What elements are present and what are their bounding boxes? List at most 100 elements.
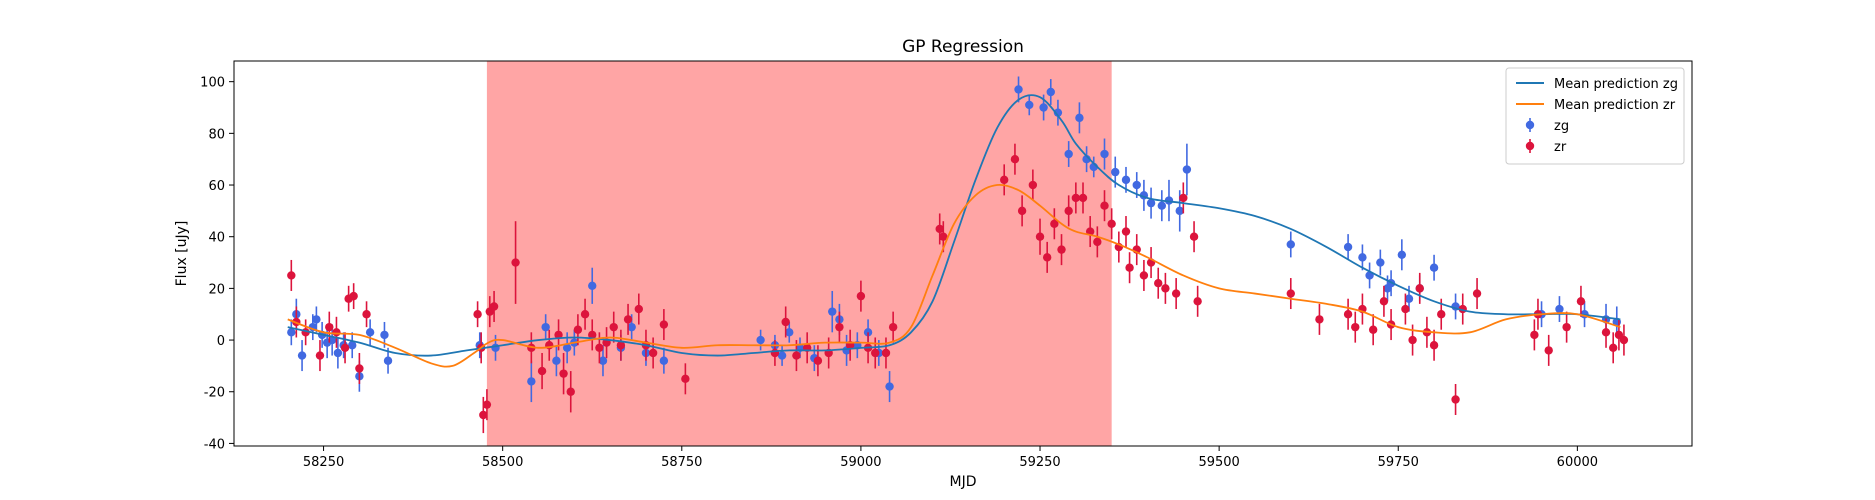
data-point — [348, 341, 357, 350]
data-point — [1053, 108, 1063, 117]
legend-label: zr — [1554, 140, 1567, 155]
legend-label: Mean prediction zg — [1554, 77, 1678, 92]
chart-title: GP Regression — [902, 37, 1024, 57]
data-point — [1154, 279, 1163, 288]
data-point — [1139, 271, 1149, 280]
data-point — [595, 343, 604, 353]
data-point — [340, 343, 350, 353]
data-point — [1075, 113, 1084, 123]
data-point — [777, 351, 787, 360]
data-point — [1343, 310, 1353, 319]
series-line-Mean prediction zr — [287, 183, 1621, 368]
data-point — [1555, 304, 1564, 314]
data-point — [1100, 201, 1109, 210]
data-point — [573, 325, 583, 334]
data-point — [297, 351, 307, 360]
data-point — [828, 307, 837, 316]
data-point — [1368, 325, 1378, 334]
y-axis-label: Flux [uJy] — [174, 221, 190, 287]
data-point — [1014, 85, 1023, 94]
data-point — [1042, 253, 1052, 262]
data-point — [559, 369, 568, 378]
data-point — [1315, 315, 1324, 324]
data-point — [1189, 232, 1199, 241]
data-point — [315, 351, 325, 360]
data-point — [1437, 310, 1446, 319]
data-point — [1530, 330, 1539, 340]
data-point — [287, 328, 296, 337]
data-point — [1125, 263, 1134, 272]
data-point — [1093, 237, 1102, 247]
data-point — [781, 317, 790, 327]
data-point — [871, 348, 880, 358]
data-point — [588, 281, 597, 290]
data-point — [1429, 263, 1439, 272]
data-point — [1164, 196, 1174, 205]
tick-layer: 58250 58500 58750 59000 59250 59500 59750 60000… — [200, 76, 1598, 470]
data-point — [325, 322, 334, 332]
data-point — [1064, 149, 1073, 159]
data-point — [792, 351, 801, 360]
data-point — [1451, 395, 1460, 404]
data-point — [1046, 87, 1055, 97]
data-point — [1017, 206, 1027, 216]
shaded-region — [486, 61, 1112, 446]
data-point — [1614, 330, 1624, 340]
data-point — [473, 310, 482, 319]
data-point — [856, 291, 866, 301]
y-tick-label: 0 — [217, 334, 225, 349]
data-point — [333, 348, 343, 358]
data-point — [1157, 201, 1167, 210]
data-point — [1039, 103, 1048, 112]
data-point — [562, 343, 572, 353]
data-point — [1171, 289, 1181, 298]
x-axis-label: MJD — [950, 474, 977, 490]
data-point — [527, 377, 536, 386]
legend-marker-swatch — [1525, 120, 1535, 130]
data-point — [1415, 284, 1424, 293]
data-point — [580, 310, 590, 319]
data-point — [881, 348, 891, 358]
data-point — [623, 315, 633, 324]
data-point — [1035, 232, 1045, 241]
data-point — [659, 320, 669, 329]
legend-box — [1505, 67, 1685, 165]
plot-area-frame — [233, 60, 1693, 447]
data-point — [616, 341, 626, 350]
series-layer — [287, 76, 1629, 434]
x-tick-label: 59750 — [1378, 455, 1419, 470]
data-point — [1078, 193, 1088, 203]
data-point — [541, 322, 550, 332]
data-point — [1146, 198, 1156, 208]
legend-entry: zg — [1525, 118, 1569, 134]
data-point — [1351, 322, 1360, 332]
data-point — [479, 410, 488, 420]
x-tick-label: 60000 — [1557, 455, 1598, 470]
data-point — [588, 330, 597, 340]
series-line-Mean prediction zg — [287, 94, 1621, 357]
data-point — [1107, 219, 1116, 228]
y-tick-label: 20 — [208, 282, 225, 297]
data-point — [489, 302, 499, 311]
data-point — [511, 258, 520, 267]
y-tick-label: 60 — [208, 179, 225, 194]
data-point — [659, 356, 669, 365]
data-point — [598, 356, 608, 365]
data-point — [1397, 250, 1407, 259]
data-point — [1193, 297, 1202, 306]
data-point — [383, 356, 393, 365]
data-point — [1404, 294, 1414, 303]
data-point — [1121, 175, 1131, 185]
data-point — [1376, 258, 1385, 267]
data-point — [1358, 253, 1367, 262]
data-point — [1182, 165, 1192, 174]
data-point — [756, 335, 765, 345]
y-tick-label: -40 — [204, 437, 225, 452]
x-tick-label: 59250 — [1019, 455, 1060, 470]
y-tick-label: 100 — [200, 76, 225, 91]
x-tick-label: 59000 — [840, 455, 881, 470]
data-point — [1175, 206, 1184, 216]
data-point — [835, 322, 844, 332]
data-point — [1379, 297, 1389, 306]
